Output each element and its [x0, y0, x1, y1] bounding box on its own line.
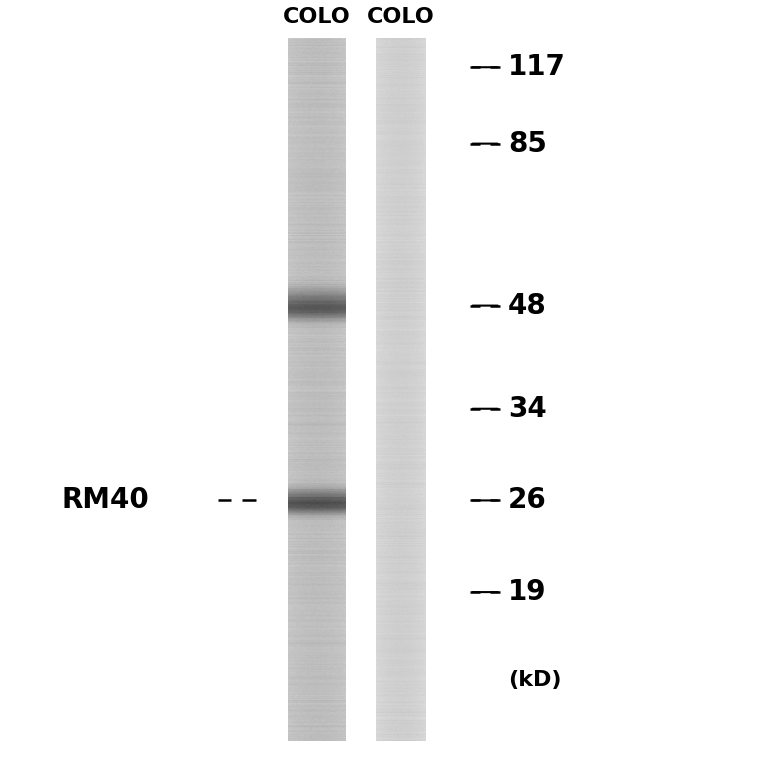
- Text: COLO: COLO: [283, 7, 351, 27]
- Text: RM40: RM40: [61, 486, 149, 513]
- Text: 48: 48: [508, 292, 547, 319]
- Text: 34: 34: [508, 395, 547, 422]
- Text: 26: 26: [508, 487, 547, 514]
- Text: 117: 117: [508, 53, 566, 81]
- Text: 19: 19: [508, 578, 546, 606]
- Text: COLO: COLO: [367, 7, 435, 27]
- Text: (kD): (kD): [508, 670, 562, 690]
- Text: 85: 85: [508, 130, 547, 157]
